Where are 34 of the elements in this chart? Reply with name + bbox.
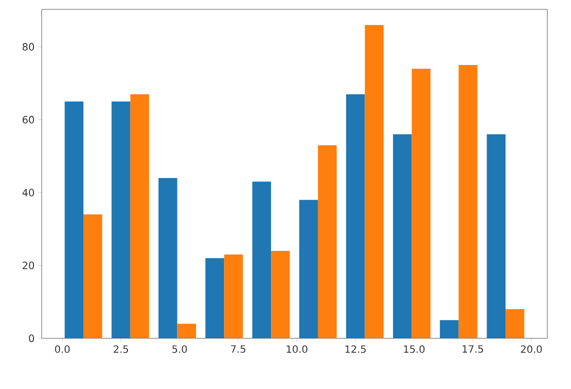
- bar: [130, 94, 150, 338]
- bar: [177, 324, 196, 338]
- bar: [486, 134, 506, 338]
- x-tick-label: 10.0: [286, 345, 308, 353]
- bar: [440, 320, 459, 338]
- x-tick-label: 17.5: [462, 345, 483, 353]
- y-tick-label: 40: [22, 188, 34, 196]
- bar: [392, 134, 412, 338]
- x-tick-label: 20.0: [520, 345, 542, 353]
- bar: [205, 258, 224, 338]
- x-tick-label: 7.5: [231, 345, 246, 353]
- bar: [364, 24, 384, 338]
- bar: [412, 68, 431, 338]
- bar: [112, 101, 130, 338]
- x-tick-label: 12.5: [345, 345, 366, 353]
- bar: [506, 309, 524, 338]
- x-tick-label: 15.0: [404, 345, 425, 353]
- y-tick-label: 80: [22, 43, 34, 51]
- bar: [64, 101, 84, 338]
- bar: [299, 200, 318, 338]
- bar: [346, 94, 365, 338]
- bar: [318, 145, 337, 338]
- bar: [271, 250, 290, 338]
- x-tick-label: 5.0: [172, 345, 187, 353]
- bar: [224, 254, 243, 338]
- bar: [252, 182, 272, 338]
- bar: [158, 178, 178, 338]
- y-tick-label: 20: [22, 262, 34, 270]
- y-tick-label: 0: [28, 334, 34, 342]
- x-tick-label: 0.0: [55, 345, 70, 353]
- x-tick-label: 2.5: [114, 345, 128, 353]
- bar: [458, 65, 478, 338]
- y-tick-label: 60: [22, 116, 34, 124]
- bar: [83, 214, 102, 338]
